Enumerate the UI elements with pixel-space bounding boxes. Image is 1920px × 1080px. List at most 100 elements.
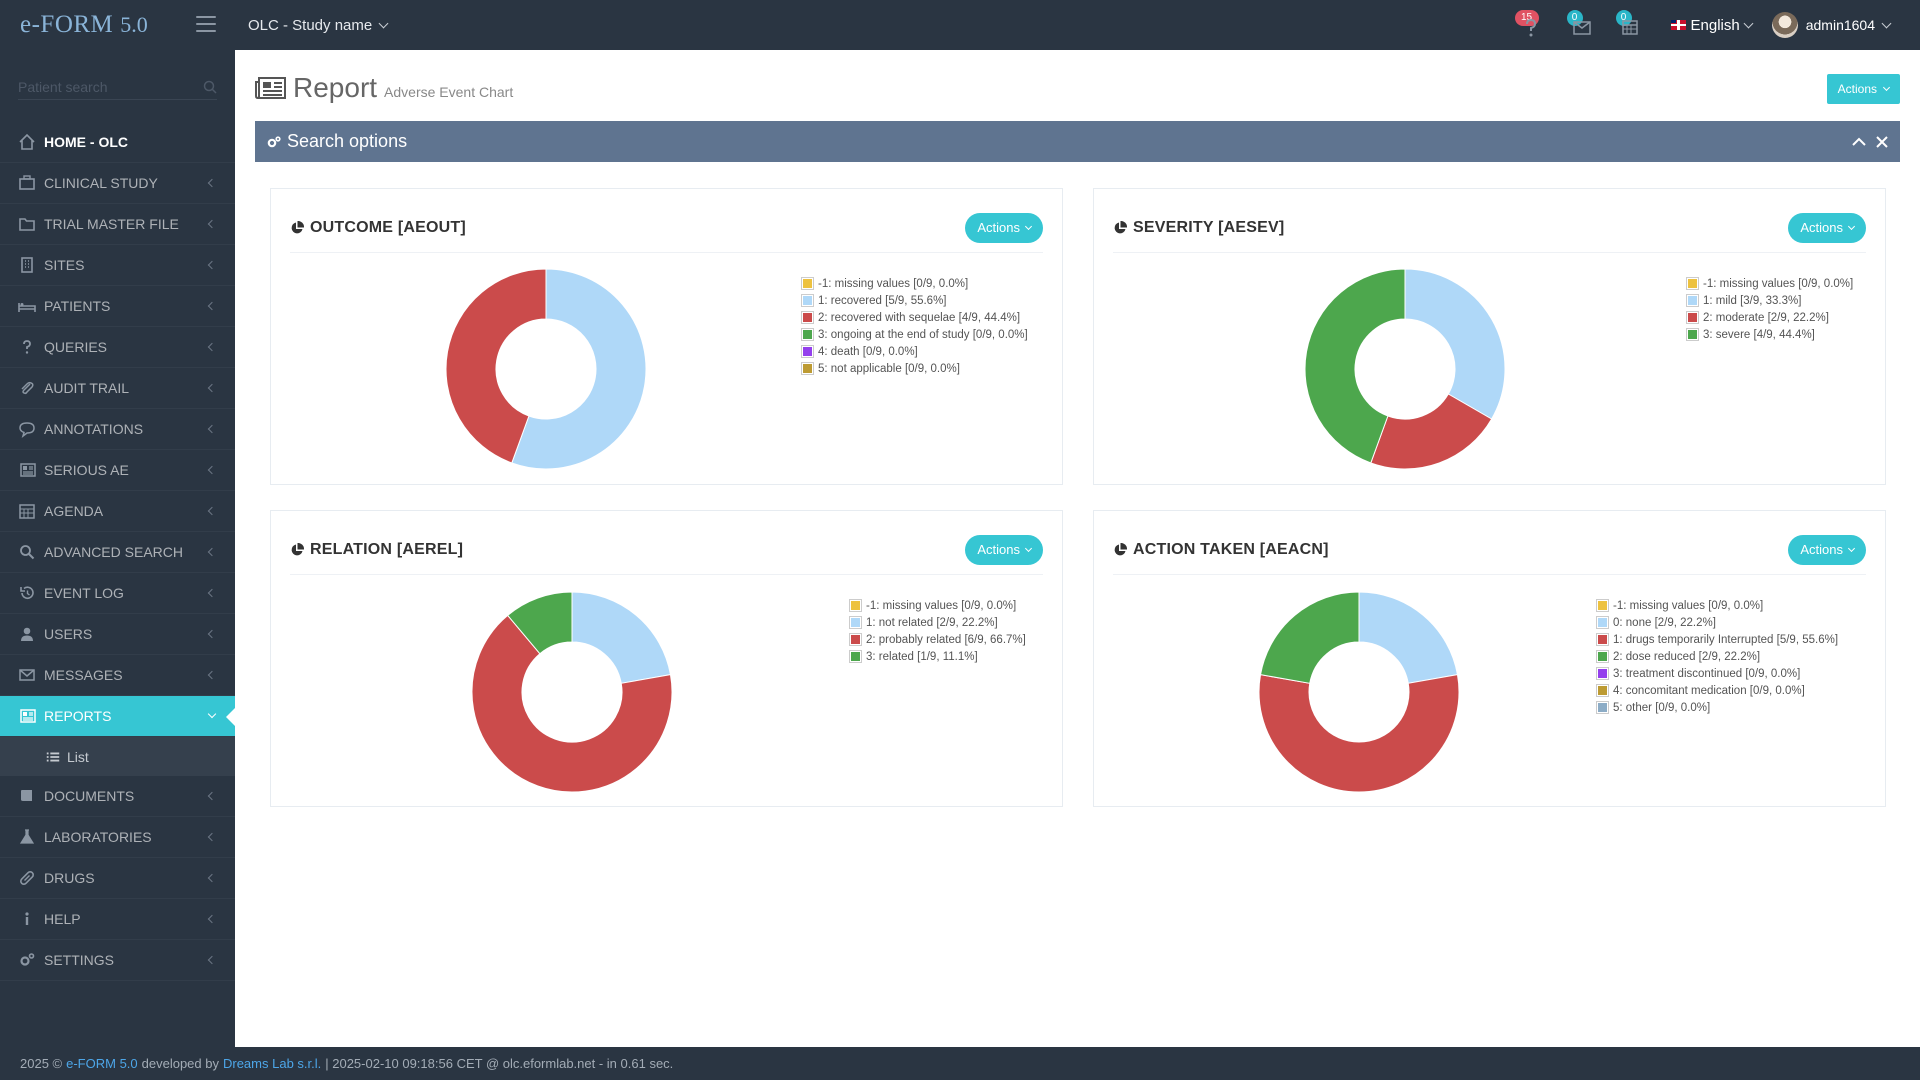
sidebar-item-queries[interactable]: QUERIES — [0, 327, 235, 368]
donut-slice-1[interactable] — [571, 591, 672, 684]
calendar-button[interactable]: 0 — [1615, 10, 1646, 40]
sidebar-item-event-log[interactable]: EVENT LOG — [0, 573, 235, 614]
chart-panel-outcome-aeout: OUTCOME [AEOUT] Actions -1: missing values… — [270, 188, 1063, 485]
legend-label: 1: drugs temporarily Interrupted [5/9, 5… — [1613, 633, 1839, 646]
footer: 2025 © e-FORM 5.0 developed by Dreams La… — [0, 1047, 1920, 1080]
close-icon[interactable] — [1876, 135, 1888, 148]
legend-swatch — [1596, 599, 1609, 612]
donut-chart — [1258, 591, 1460, 793]
legend-label: -1: missing values [0/9, 0.0%] — [1703, 277, 1854, 290]
collapse-icon[interactable] — [1852, 137, 1866, 147]
inbox-button[interactable]: 0 — [1566, 10, 1597, 40]
legend-swatch — [849, 616, 862, 629]
legend-item: 1: mild [3/9, 33.3%] — [1686, 292, 1853, 309]
sidebar-item-advanced-search[interactable]: ADVANCED SEARCH — [0, 532, 235, 573]
building-icon — [18, 256, 36, 274]
sidebar-item-sites[interactable]: SITES — [0, 245, 235, 286]
legend-label: 1: mild [3/9, 33.3%] — [1703, 294, 1802, 307]
newspaper-icon — [255, 77, 286, 99]
search-icon[interactable] — [203, 80, 217, 94]
chevron-left-icon — [207, 629, 217, 639]
donut-slice-2[interactable] — [1258, 674, 1460, 793]
user-menu[interactable]: admin1604 — [1771, 12, 1892, 38]
search-icon — [18, 543, 36, 561]
sidebar-menu: HOME - OLC CLINICAL STUDY TRIAL MASTER FIL… — [0, 122, 236, 981]
panel-actions-button[interactable]: Actions — [965, 212, 1043, 243]
footer-company-link[interactable]: Dreams Lab s.r.l. — [222, 1056, 322, 1071]
sidebar-item-home-olc[interactable]: HOME - OLC — [0, 122, 235, 163]
chevron-left-icon — [207, 342, 217, 352]
legend-item: 5: not applicable [0/9, 0.0%] — [801, 360, 1028, 377]
user-name: admin1604 — [1805, 17, 1875, 33]
sidebar-subitem-list[interactable]: List — [0, 737, 235, 776]
legend-item: -1: missing values [0/9, 0.0%] — [801, 275, 1028, 292]
sidebar-item-label: HELP — [44, 911, 81, 927]
page-actions-button[interactable]: Actions — [1826, 74, 1900, 104]
footer-info: | 2025-02-10 09:18:56 CET @ olc.eformlab… — [325, 1056, 674, 1071]
sidebar-item-messages[interactable]: MESSAGES — [0, 655, 235, 696]
donut-slice-2[interactable] — [445, 268, 547, 464]
avatar — [1771, 12, 1798, 38]
sidebar-item-users[interactable]: USERS — [0, 614, 235, 655]
sidebar-item-agenda[interactable]: AGENDA — [0, 491, 235, 532]
legend-item: 5: other [0/9, 0.0%] — [1596, 699, 1838, 716]
alerts-button[interactable]: 15 — [1514, 10, 1548, 40]
legend-label: 2: recovered with sequelae [4/9, 44.4%] — [818, 311, 1021, 324]
sidebar-item-drugs[interactable]: DRUGS — [0, 858, 235, 899]
sidebar-item-annotations[interactable]: ANNOTATIONS — [0, 409, 235, 450]
sidebar-item-help[interactable]: HELP — [0, 899, 235, 940]
sidebar-item-label: REPORTS — [44, 708, 112, 724]
sidebar-item-label: PATIENTS — [44, 298, 111, 314]
donut-slice-3[interactable] — [1304, 268, 1406, 464]
legend-label: 5: not applicable [0/9, 0.0%] — [818, 362, 960, 375]
legend-label: 5: other [0/9, 0.0%] — [1613, 701, 1711, 714]
chevron-left-icon — [207, 832, 217, 842]
donut-slice-1[interactable] — [511, 268, 647, 470]
panel-actions-button[interactable]: Actions — [965, 534, 1043, 565]
panel-actions-label: Actions — [977, 542, 1020, 557]
chevron-left-icon — [207, 588, 217, 598]
sidebar-item-label: SITES — [44, 257, 85, 273]
legend-swatch — [1686, 294, 1699, 307]
user-icon — [18, 625, 36, 643]
legend-item: 4: death [0/9, 0.0%] — [801, 343, 1028, 360]
donut-slice-3[interactable] — [1259, 591, 1360, 684]
panel-actions-button[interactable]: Actions — [1788, 534, 1866, 565]
language-selector[interactable]: English — [1670, 17, 1754, 34]
patient-search-input[interactable] — [18, 78, 188, 95]
sidebar-item-label: TRIAL MASTER FILE — [44, 216, 179, 232]
sidebar-item-patients[interactable]: PATIENTS — [0, 286, 235, 327]
legend-item: 4: concomitant medication [0/9, 0.0%] — [1596, 682, 1838, 699]
chevron-left-icon — [207, 383, 217, 393]
donut-slice-1[interactable] — [1358, 591, 1459, 684]
donut-slice-2[interactable] — [471, 614, 673, 793]
brand[interactable]: e-FORM 5.0 — [0, 0, 235, 50]
sidebar-item-laboratories[interactable]: LABORATORIES — [0, 817, 235, 858]
sidebar-item-clinical-study[interactable]: CLINICAL STUDY — [0, 163, 235, 204]
book-icon — [18, 787, 36, 805]
sidebar-item-serious-ae[interactable]: SERIOUS AE — [0, 450, 235, 491]
calendar-icon — [18, 502, 36, 520]
legend-label: 3: ongoing at the end of study [0/9, 0.0… — [818, 328, 1028, 341]
donut-slice-2[interactable] — [1370, 393, 1493, 470]
legend-label: 2: probably related [6/9, 66.7%] — [866, 633, 1026, 646]
sidebar-item-reports[interactable]: REPORTS — [0, 696, 236, 737]
sidebar-item-trial-master-file[interactable]: TRIAL MASTER FILE — [0, 204, 235, 245]
chart-legend: -1: missing values [0/9, 0.0%] 1: not rel… — [849, 597, 1026, 665]
sidebar-item-settings[interactable]: SETTINGS — [0, 940, 235, 981]
menu-toggle-icon[interactable] — [196, 16, 216, 32]
panel-header: RELATION [AEREL] Actions — [290, 525, 1043, 575]
study-selector[interactable]: OLC - Study name — [248, 17, 389, 34]
sidebar-item-audit-trail[interactable]: AUDIT TRAIL — [0, 368, 235, 409]
footer-product-link[interactable]: e-FORM 5.0 — [66, 1056, 138, 1071]
panel-actions-button[interactable]: Actions — [1788, 212, 1866, 243]
chevron-down-icon — [1882, 83, 1891, 92]
chevron-down-icon — [378, 18, 389, 28]
folder-icon — [18, 215, 36, 233]
sidebar-item-label: EVENT LOG — [44, 585, 124, 601]
legend-swatch — [1596, 650, 1609, 663]
sidebar-item-documents[interactable]: DOCUMENTS — [0, 776, 235, 817]
donut-slice-1[interactable] — [1404, 268, 1506, 420]
donut-slice-3[interactable] — [507, 591, 573, 655]
search-options-bar[interactable]: Search options — [255, 121, 1900, 162]
